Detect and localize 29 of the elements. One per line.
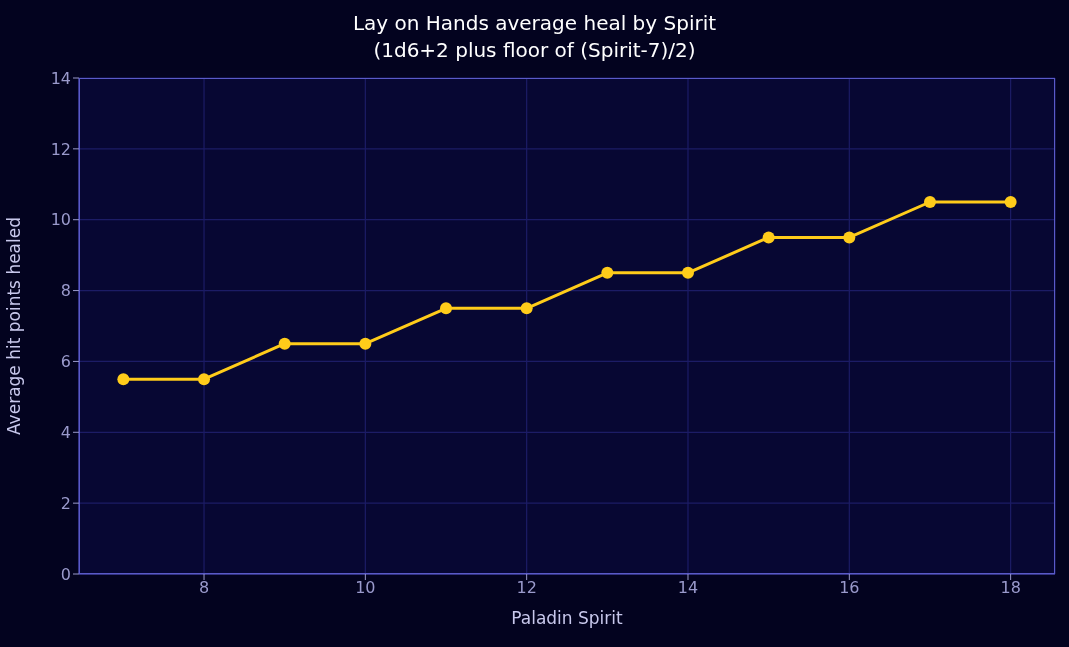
point (278, 337, 291, 350)
x-axis-title: Paladin Spirit (511, 608, 624, 628)
point (198, 373, 211, 386)
x-tick-label: 12 (516, 578, 537, 598)
point (1004, 196, 1017, 208)
x-tick-label: 8 (198, 578, 210, 598)
x-tick-label: 16 (839, 578, 860, 598)
y-tick-label: 6 (60, 352, 71, 372)
y-tick-label: 2 (60, 493, 71, 513)
y-tick-label: 12 (50, 139, 71, 159)
point (923, 196, 936, 208)
y-tick-label: 4 (60, 422, 71, 442)
y-tick-label: 0 (60, 564, 71, 584)
x-tick-label: 14 (677, 578, 699, 598)
chart-title: Lay on Hands average heal by Spirit (1d6+2 plus floor of (Spirit-7)/2) (351, 10, 718, 64)
point (843, 231, 856, 244)
point (520, 302, 533, 315)
point (440, 302, 453, 315)
x-tick-label: 10 (355, 578, 376, 598)
point (681, 266, 694, 279)
point (762, 231, 775, 244)
y-tick-label: 8 (60, 281, 71, 301)
point (359, 337, 372, 350)
y-tick-label: 10 (50, 210, 71, 230)
y-tick-label: 14 (50, 68, 71, 88)
x-tick-label: 18 (1000, 578, 1021, 598)
y-axis-title: Average hit points healed (4, 216, 25, 436)
point (601, 266, 614, 279)
point (117, 373, 130, 386)
